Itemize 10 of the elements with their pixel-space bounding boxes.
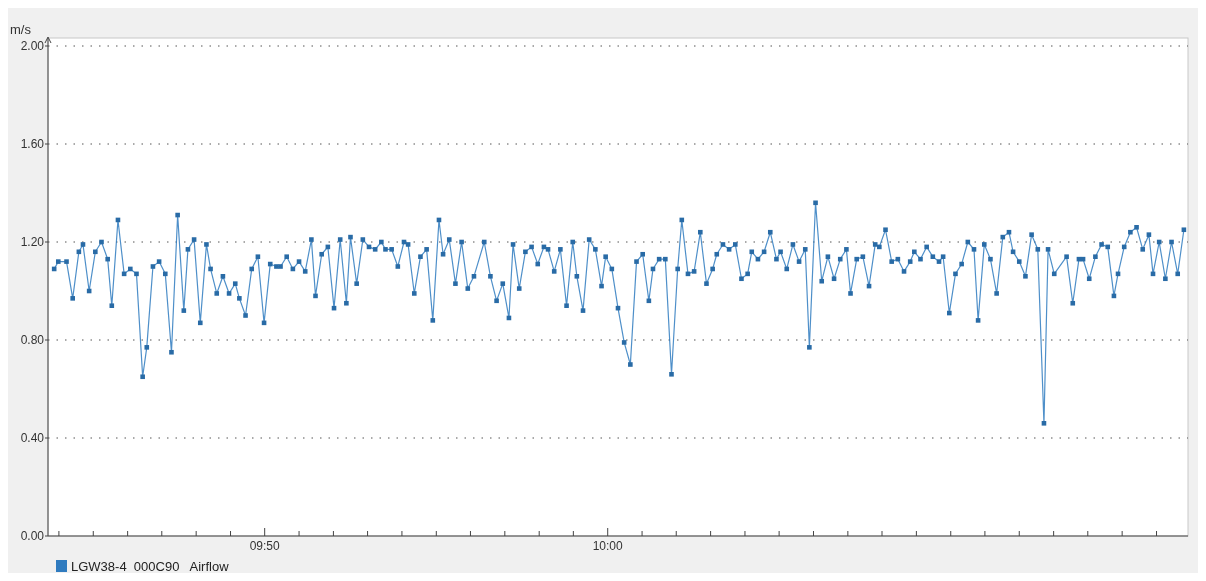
y-tick-label: 2.00 [20, 39, 45, 54]
y-tick-label: 1.60 [20, 137, 45, 152]
y-tick-label: 0.00 [20, 529, 45, 544]
y-tick-label: 0.40 [20, 431, 45, 446]
y-tick-label: 0.80 [20, 333, 45, 348]
y-tick-label: 1.20 [20, 235, 45, 250]
x-tick-label: 09:50 [249, 539, 281, 553]
legend-label: LGW38-4_000C90 Airflow [71, 558, 230, 574]
y-axis-title: m/s [10, 22, 32, 37]
x-tick-label: 10:00 [592, 539, 624, 553]
